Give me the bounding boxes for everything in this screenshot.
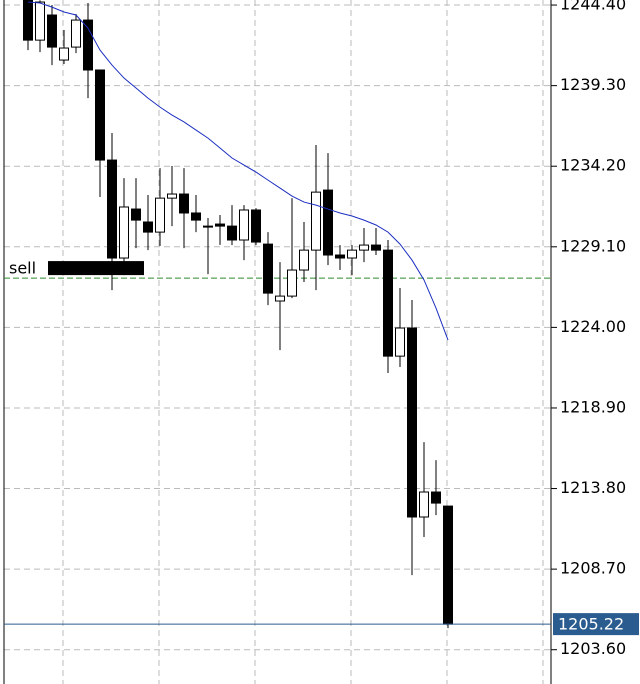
y-tick-label: 1203.60: [560, 639, 626, 658]
price-tag: [553, 613, 639, 636]
candle-body: [431, 491, 441, 504]
y-tick-label: 1234.20: [560, 156, 626, 175]
y-tick-label: 1208.70: [560, 559, 626, 578]
candle-body: [155, 197, 165, 233]
candle-body: [203, 225, 213, 228]
candle-body: [23, 0, 33, 41]
candle-body: [35, 1, 45, 41]
candle-body: [443, 505, 453, 625]
candle-body: [107, 159, 117, 259]
candle-body: [59, 47, 69, 61]
candle-body: [47, 14, 57, 48]
candle-body: [395, 327, 405, 357]
y-tick-label: 1239.30: [560, 75, 626, 94]
candle-body: [275, 295, 285, 302]
candle-body: [131, 208, 141, 221]
candle-body: [251, 209, 261, 243]
candle-body: [191, 212, 201, 221]
candle-body: [95, 69, 105, 161]
candle-body: [239, 209, 249, 241]
candle-body: [407, 327, 417, 518]
candle-body: [347, 249, 357, 259]
candle-body: [179, 193, 189, 214]
candle-body: [143, 221, 153, 233]
candle-body: [263, 243, 273, 294]
y-tick-label: 1213.80: [560, 478, 626, 497]
candle-body: [311, 191, 321, 251]
candle-body: [119, 206, 129, 259]
candle-body: [299, 249, 309, 271]
candle-body: [323, 189, 333, 256]
y-tick-label: 1224.00: [560, 317, 626, 336]
y-tick-label: 1244.40: [560, 0, 626, 14]
order-label: sell: [9, 259, 36, 278]
candle-body: [371, 244, 381, 251]
candle-body: [383, 249, 393, 357]
order-tag: [48, 261, 144, 276]
moving-average: [27, 1, 449, 341]
candle-body: [359, 244, 369, 251]
candle-body: [335, 254, 345, 259]
candle-body: [71, 19, 81, 48]
candle-body: [215, 223, 225, 227]
candle-body: [287, 269, 297, 297]
price-label: 1205.22: [558, 615, 624, 634]
candle-body: [83, 19, 93, 71]
y-tick-label: 1229.10: [560, 236, 626, 255]
candle-body: [419, 491, 429, 518]
candle-body: [167, 193, 177, 199]
y-tick-label: 1218.90: [560, 397, 626, 416]
candle-body: [227, 225, 237, 241]
